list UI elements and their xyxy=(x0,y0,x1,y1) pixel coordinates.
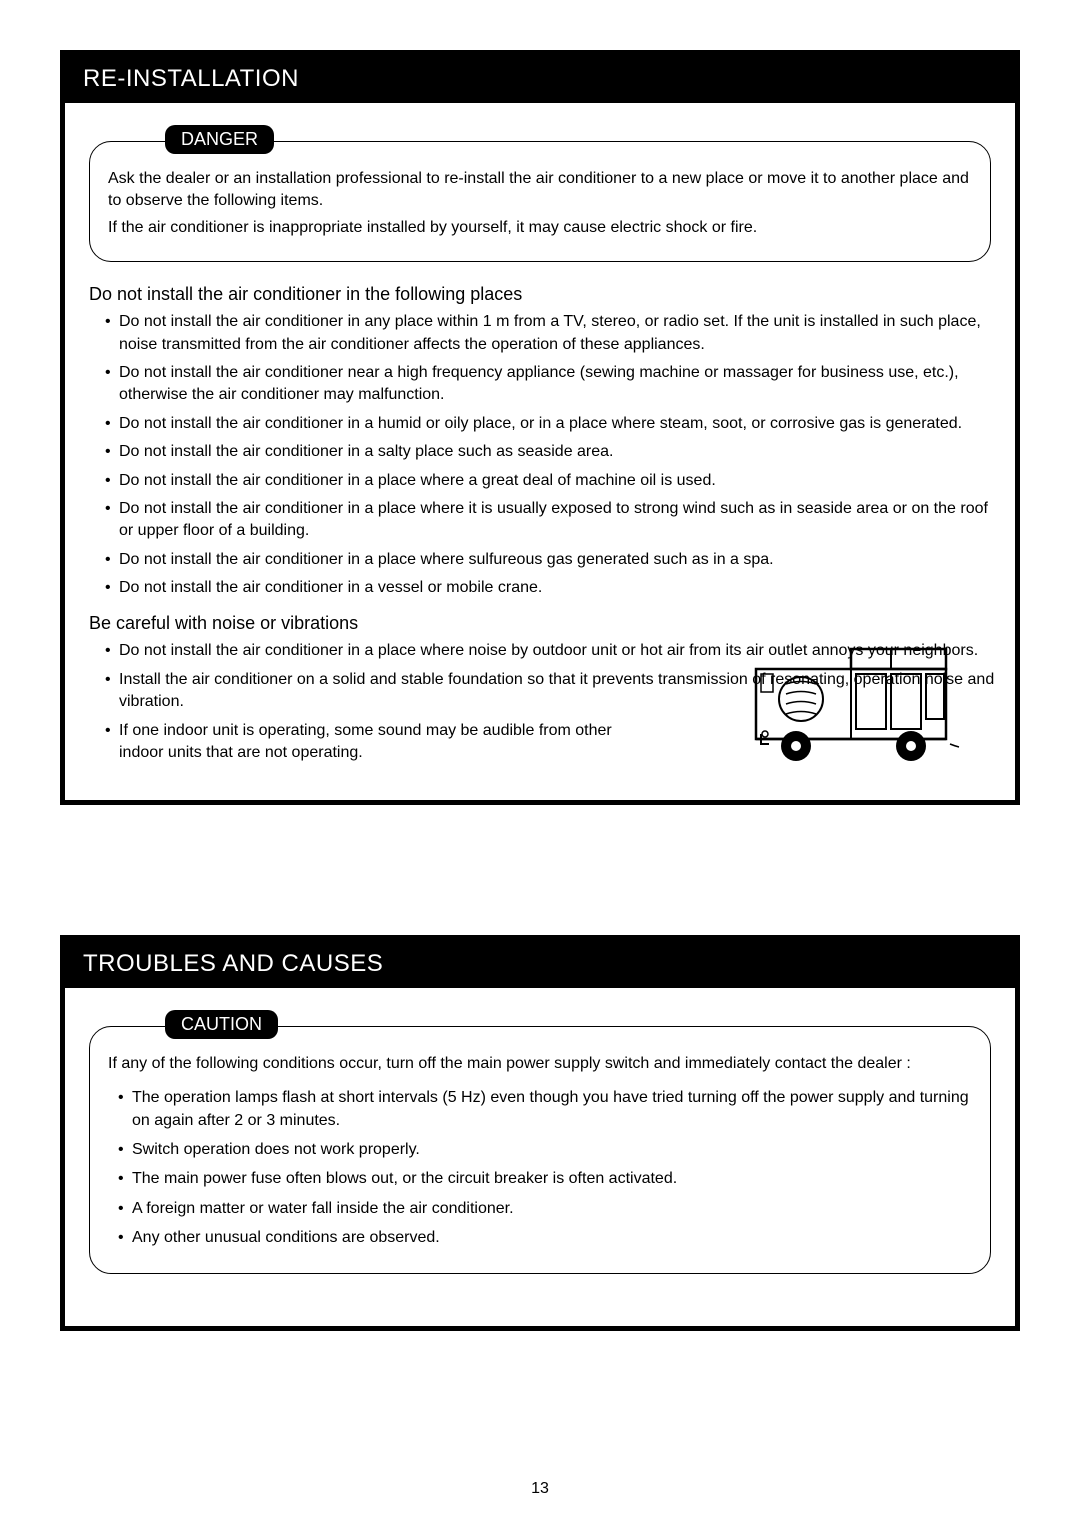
troubles-section: TROUBLES AND CAUSES CAUTION If any of th… xyxy=(60,935,1020,1331)
list-item: Switch operation does not work properly. xyxy=(118,1138,972,1161)
list-item: The main power fuse often blows out, or … xyxy=(118,1167,972,1190)
places-list: Do not install the air conditioner in an… xyxy=(79,311,1001,599)
danger-label: DANGER xyxy=(165,125,274,154)
danger-callout: DANGER Ask the dealer or an installation… xyxy=(79,141,1001,262)
list-item: Do not install the air conditioner in an… xyxy=(105,311,1001,356)
places-heading: Do not install the air conditioner in th… xyxy=(89,284,1001,305)
list-item: Do not install the air conditioner in a … xyxy=(105,441,1001,463)
list-item: Do not install the air conditioner in a … xyxy=(105,498,1001,543)
noise-block: Be careful with noise or vibrations Do n… xyxy=(79,613,1001,764)
list-item: Do not install the air conditioner in a … xyxy=(105,549,1001,571)
section-body: CAUTION If any of the following conditio… xyxy=(65,988,1015,1326)
caution-box: If any of the following conditions occur… xyxy=(89,1026,991,1274)
danger-box: Ask the dealer or an installation profes… xyxy=(89,141,991,262)
danger-text-1: Ask the dealer or an installation profes… xyxy=(108,168,972,213)
section-title: RE-INSTALLATION xyxy=(65,55,1015,103)
list-item: Do not install the air conditioner near … xyxy=(105,362,1001,407)
list-item: The operation lamps flash at short inter… xyxy=(118,1086,972,1132)
noise-heading: Be careful with noise or vibrations xyxy=(89,613,1001,634)
section-body: DANGER Ask the dealer or an installation… xyxy=(65,103,1015,800)
list-item: Do not install the air conditioner in a … xyxy=(105,413,1001,435)
danger-text-2: If the air conditioner is inappropriate … xyxy=(108,217,972,239)
truck-icon xyxy=(751,634,961,764)
caution-callout: CAUTION If any of the following conditio… xyxy=(79,1026,1001,1274)
caution-text: If any of the following conditions occur… xyxy=(108,1053,972,1075)
caution-list: The operation lamps flash at short inter… xyxy=(108,1086,972,1249)
caution-label: CAUTION xyxy=(165,1010,278,1039)
list-item: A foreign matter or water fall inside th… xyxy=(118,1197,972,1220)
list-item: Any other unusual conditions are observe… xyxy=(118,1226,972,1249)
list-item: If one indoor unit is operating, some so… xyxy=(105,720,625,765)
list-item: Do not install the air conditioner in a … xyxy=(105,470,1001,492)
section-title: TROUBLES AND CAUSES xyxy=(65,940,1015,988)
list-item: Do not install the air conditioner in a … xyxy=(105,577,1001,599)
page-number: 13 xyxy=(0,1480,1080,1498)
reinstallation-section: RE-INSTALLATION DANGER Ask the dealer or… xyxy=(60,50,1020,805)
